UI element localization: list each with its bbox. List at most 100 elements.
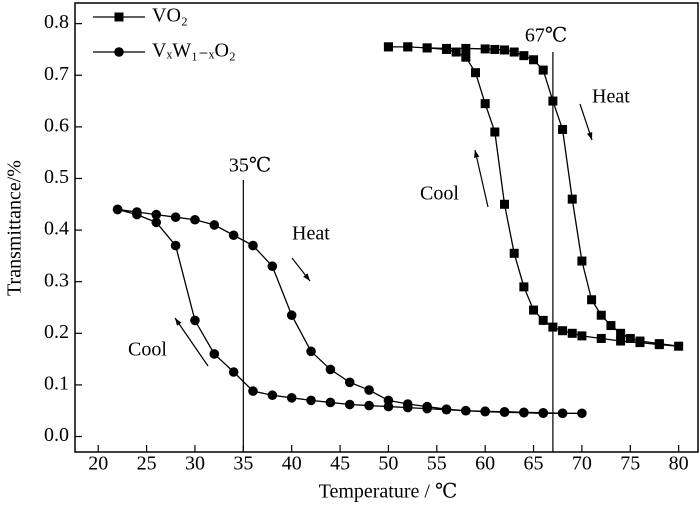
x-tick-label: 75 — [620, 453, 640, 475]
data-point — [567, 328, 577, 338]
data-point — [306, 346, 316, 357]
x-tick-label: 40 — [282, 453, 302, 475]
arrow-head — [303, 273, 310, 281]
annotation: 67℃ — [525, 25, 567, 47]
data-point — [286, 310, 297, 321]
y-tick-label: 0.1 — [44, 373, 69, 395]
y-tick-label: 0.5 — [44, 166, 69, 188]
data-point — [267, 390, 278, 401]
data-point — [383, 42, 393, 52]
data-point — [325, 364, 336, 375]
data-point — [471, 68, 480, 78]
data-point — [596, 310, 606, 320]
data-point — [209, 349, 220, 359]
data-point — [151, 209, 162, 220]
data-point — [538, 65, 548, 75]
data-point — [577, 408, 587, 419]
data-point — [567, 194, 577, 204]
data-point — [422, 43, 432, 53]
data-point — [441, 404, 452, 415]
data-point — [509, 248, 519, 258]
data-point — [422, 403, 432, 414]
data-point — [500, 199, 510, 209]
data-point — [557, 408, 568, 419]
x-tick-label: 45 — [330, 453, 350, 475]
legend-marker — [114, 12, 124, 22]
legend-label: VO₂ — [152, 5, 188, 27]
plot-frame — [74, 2, 699, 453]
data-point — [490, 44, 500, 54]
data-point — [635, 338, 645, 348]
data-point — [577, 331, 587, 341]
data-point — [190, 214, 200, 225]
data-point — [616, 336, 626, 346]
data-point — [248, 386, 258, 396]
data-point — [538, 315, 548, 325]
data-point — [364, 385, 374, 395]
data-point — [500, 45, 510, 55]
data-point — [538, 407, 549, 418]
data-point — [402, 402, 413, 413]
data-point — [548, 322, 558, 332]
data-point — [151, 217, 162, 228]
data-point — [490, 127, 500, 137]
data-point — [480, 99, 490, 109]
data-point — [441, 44, 451, 54]
data-point — [558, 124, 568, 134]
x-tick-label: 20 — [88, 453, 108, 475]
data-point — [344, 399, 355, 410]
annotation: Cool — [420, 183, 459, 205]
data-point — [209, 220, 220, 230]
x-tick-label: 60 — [475, 453, 495, 475]
data-point — [519, 51, 529, 61]
data-point — [364, 400, 374, 411]
y-tick-label: 0.8 — [44, 11, 69, 33]
data-point — [132, 209, 142, 220]
legend-marker — [114, 47, 124, 57]
x-tick-label: 35 — [233, 453, 253, 475]
data-point — [228, 367, 239, 377]
data-point — [480, 406, 490, 417]
data-point — [558, 326, 568, 336]
data-point — [674, 341, 684, 351]
data-point — [596, 333, 606, 343]
data-point — [267, 261, 278, 272]
data-point — [654, 340, 664, 350]
annotation: Cool — [128, 339, 167, 361]
data-point — [509, 47, 519, 57]
data-point — [461, 405, 471, 416]
x-tick-label: 80 — [669, 453, 689, 475]
y-tick-label: 0.4 — [44, 218, 69, 240]
data-point — [248, 240, 258, 251]
x-tick-label: 50 — [378, 453, 398, 475]
data-point — [606, 321, 616, 331]
x-tick-label: 70 — [572, 453, 592, 475]
x-tick-label: 25 — [137, 453, 157, 475]
arrow — [474, 149, 489, 208]
data-point — [577, 256, 587, 266]
data-point — [529, 305, 539, 315]
arrow-head — [175, 318, 182, 326]
data-point — [228, 230, 239, 241]
data-point — [451, 47, 461, 57]
annotation: 35℃ — [229, 155, 271, 177]
data-point — [344, 377, 355, 388]
data-point — [625, 333, 635, 343]
data-point — [548, 96, 558, 106]
data-point — [461, 52, 471, 62]
arrow — [174, 317, 209, 367]
arrow-head — [587, 132, 593, 140]
data-point — [616, 328, 626, 338]
x-tick-label: 30 — [185, 453, 205, 475]
data-point — [529, 55, 539, 65]
data-point — [383, 401, 394, 412]
data-point — [519, 282, 529, 292]
annotation: Heat — [592, 86, 630, 108]
data-point — [403, 42, 413, 52]
annotation: Heat — [292, 223, 330, 245]
y-axis-label: Transmittance/% — [4, 160, 26, 296]
data-point — [112, 204, 123, 215]
data-point — [170, 212, 181, 222]
